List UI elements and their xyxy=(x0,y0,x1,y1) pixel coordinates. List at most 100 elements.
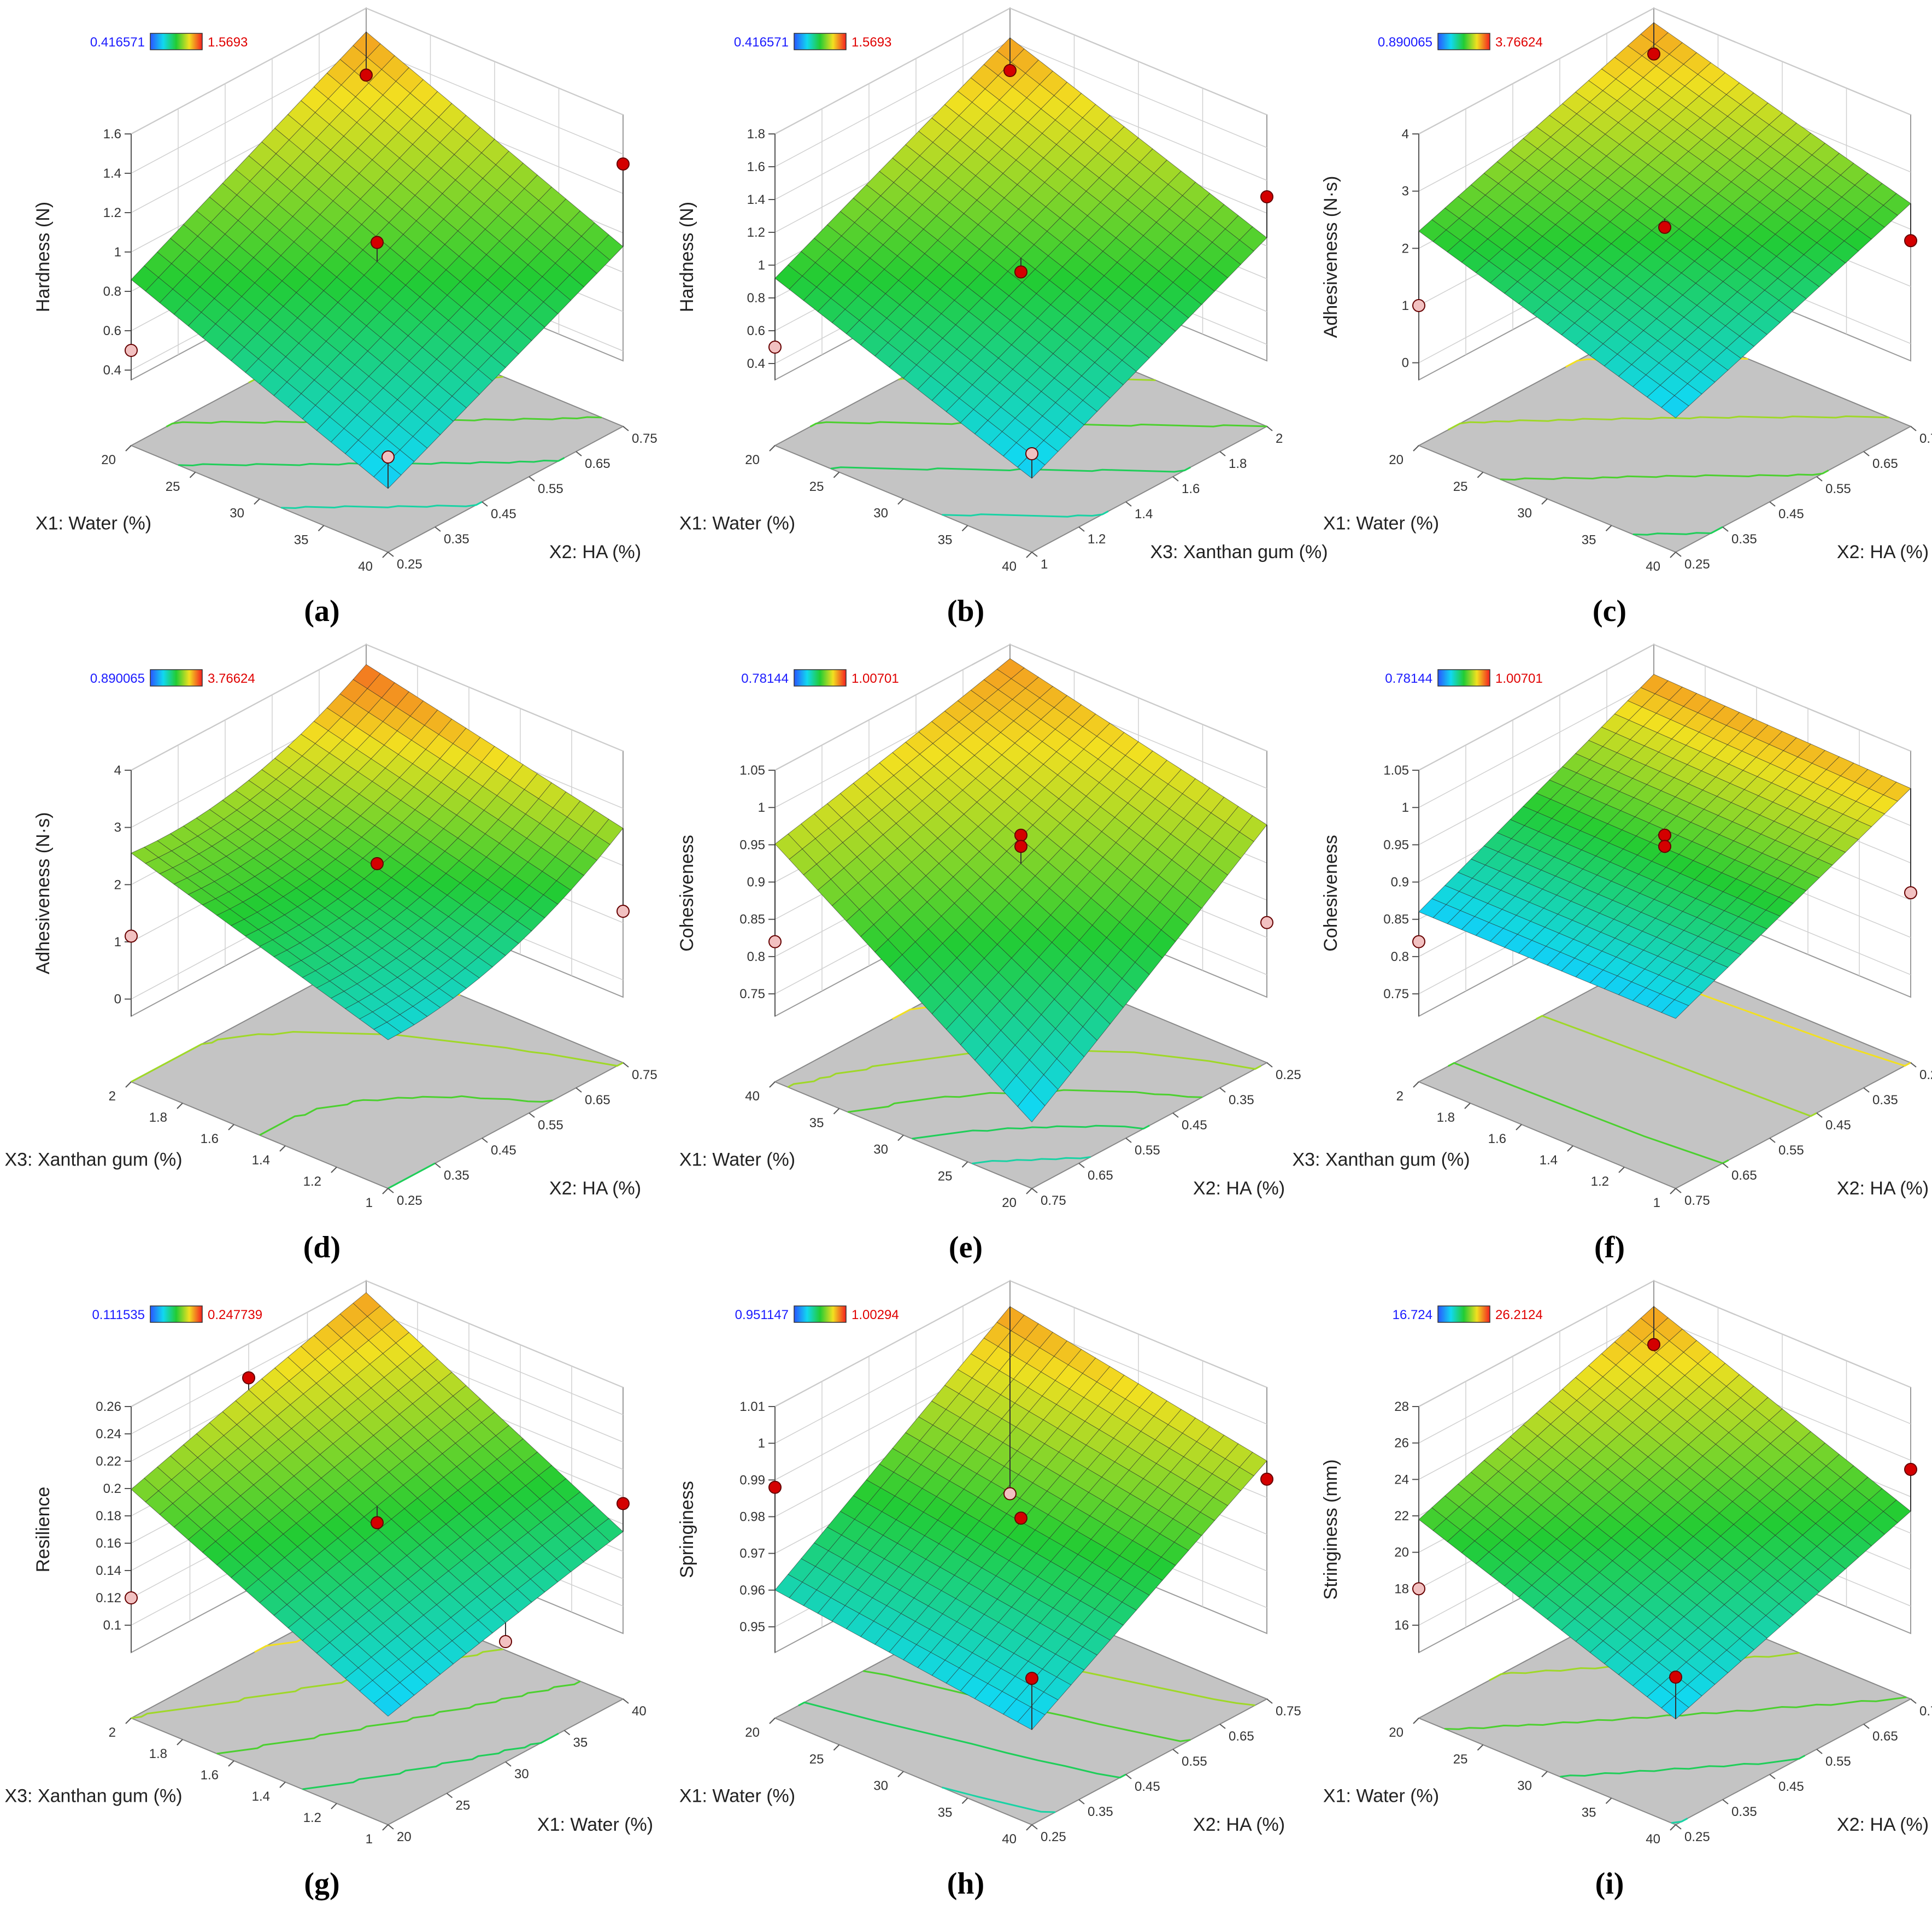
y-tick xyxy=(1266,1698,1273,1704)
contour-line xyxy=(942,510,1109,518)
x-tick-label: 30 xyxy=(873,1779,888,1794)
x-tick xyxy=(833,1744,840,1751)
x-tick-label: 1.2 xyxy=(303,1811,321,1825)
design-points xyxy=(768,1306,1273,1730)
design-points xyxy=(125,828,630,943)
colorbar-max-label: 0.247739 xyxy=(208,1308,262,1322)
z-axis-title: Adhesiveness (N·s) xyxy=(33,812,54,975)
y-tick xyxy=(387,1824,394,1830)
x-tick-label: 1.8 xyxy=(149,1747,167,1761)
x-tick-label: 40 xyxy=(1646,1832,1660,1847)
z-tick-label: 26 xyxy=(1394,1436,1409,1451)
x-tick-label: 1.6 xyxy=(201,1768,219,1783)
y-tick-label: 0.25 xyxy=(1684,1830,1710,1844)
y-tick xyxy=(1266,426,1273,431)
contour-line xyxy=(1500,470,1829,481)
y-tick-label: 0.35 xyxy=(1872,1093,1898,1108)
x-tick-label: 35 xyxy=(294,532,309,547)
design-point xyxy=(1014,265,1027,279)
z-tick-label: 0.2 xyxy=(103,1481,121,1496)
z-tick-label: 0.97 xyxy=(739,1546,765,1561)
y-axis-title: X2: HA (%) xyxy=(1837,542,1929,563)
contour-line xyxy=(281,501,483,509)
z-tick-label: 0.9 xyxy=(747,875,765,890)
x-tick xyxy=(382,1188,389,1194)
colorbar-min-label: 16.724 xyxy=(1393,1308,1432,1322)
x-tick-label: 20 xyxy=(1389,1725,1404,1740)
design-points xyxy=(1412,1306,1917,1719)
y-tick-label: 0.35 xyxy=(1731,532,1757,547)
y-axis-title: X1: Water (%) xyxy=(537,1814,653,1835)
colorbar-gradient xyxy=(1437,1305,1490,1323)
x-tick-label: 30 xyxy=(1517,506,1532,521)
y-tick-label: 0.75 xyxy=(1041,1193,1066,1208)
z-tick-label: 1.4 xyxy=(747,192,765,207)
z-tick-label: 0.8 xyxy=(747,291,765,306)
x-tick xyxy=(1567,1145,1573,1152)
x-tick-label: 35 xyxy=(1582,532,1596,547)
colorbar-max-label: 1.00294 xyxy=(852,1308,899,1322)
x-tick xyxy=(1670,552,1676,558)
z-axis: 0.75 0.8 0.85 0.9 0.95 1 1.05 Cohesiveness xyxy=(677,763,776,1016)
contour-line xyxy=(942,1786,1056,1813)
design-point xyxy=(768,341,782,354)
x-axis-title: X1: Water (%) xyxy=(679,513,795,534)
y-tick xyxy=(387,552,394,557)
y-tick-label: 0.35 xyxy=(444,532,469,547)
colorbar-min-label: 0.111535 xyxy=(92,1308,145,1322)
z-tick-label: 0.16 xyxy=(96,1536,121,1551)
design-point xyxy=(1412,935,1425,948)
y-tick-label: 0.65 xyxy=(1088,1168,1113,1183)
y-tick xyxy=(1675,1824,1682,1830)
y-tick-label: 2 xyxy=(1276,431,1283,446)
y-tick-label: 1.6 xyxy=(1182,482,1200,496)
response-surface xyxy=(774,658,1267,1123)
z-tick-label: 4 xyxy=(114,763,121,778)
y-tick xyxy=(1910,426,1917,431)
z-tick-label: 0.6 xyxy=(103,324,121,338)
design-point xyxy=(381,450,395,464)
y-tick-label: 0.65 xyxy=(1229,1729,1254,1744)
colorbar-max-label: 1.5693 xyxy=(208,35,248,50)
colorbar-min-label: 0.416571 xyxy=(90,35,145,50)
design-point xyxy=(371,857,384,870)
y-tick xyxy=(1722,526,1729,532)
x-tick xyxy=(189,472,196,478)
x-axis: 20 25 30 35 40 X1: Water (%) xyxy=(1323,1718,1676,1847)
x-tick xyxy=(1026,1824,1032,1831)
colorbar-gradient xyxy=(150,669,203,687)
z-tick-label: 0.26 xyxy=(96,1399,121,1414)
surface-cell xyxy=(1661,1696,1689,1720)
x-axis: 2 1.8 1.6 1.4 1.2 1 X3: Xanthan gum (%) xyxy=(1292,1081,1676,1210)
x-tick-label: 2 xyxy=(109,1089,116,1104)
response-surface xyxy=(131,31,624,489)
y-tick xyxy=(1125,1774,1132,1779)
y-tick xyxy=(1769,501,1776,507)
y-tick xyxy=(623,426,629,431)
wall-gridline xyxy=(1418,644,1911,771)
colorbar-gradient xyxy=(794,33,847,50)
y-tick-label: 0.55 xyxy=(1825,1754,1851,1769)
design-point xyxy=(1260,1472,1273,1486)
panel-label: (c) xyxy=(1593,594,1626,628)
design-points xyxy=(768,824,1273,948)
x-tick xyxy=(833,472,840,478)
panel-label: (h) xyxy=(947,1867,984,1901)
x-tick-label: 2 xyxy=(109,1725,116,1740)
panel-label: (f) xyxy=(1594,1231,1625,1264)
panel-label: (b) xyxy=(947,594,984,628)
colorbar-min-label: 0.416571 xyxy=(734,35,789,50)
z-tick-label: 4 xyxy=(1402,127,1409,142)
x-axis: 20 25 30 35 40 X1: Water (%) xyxy=(679,1718,1032,1847)
z-axis-title: Adhesiveness (N·s) xyxy=(1320,176,1341,338)
y-tick-label: 0.55 xyxy=(538,1118,563,1133)
x-tick-label: 25 xyxy=(1453,479,1468,494)
x-tick-label: 40 xyxy=(1002,1832,1017,1847)
z-tick-label: 28 xyxy=(1394,1399,1409,1414)
y-tick-label: 0.45 xyxy=(1135,1779,1160,1794)
surface-cell xyxy=(1661,395,1689,418)
y-tick xyxy=(1675,552,1682,557)
z-axis-title: Hardness (N) xyxy=(33,202,54,312)
z-axis: 0.95 0.96 0.97 0.98 0.99 1 1.01 Springiness xyxy=(677,1399,776,1653)
